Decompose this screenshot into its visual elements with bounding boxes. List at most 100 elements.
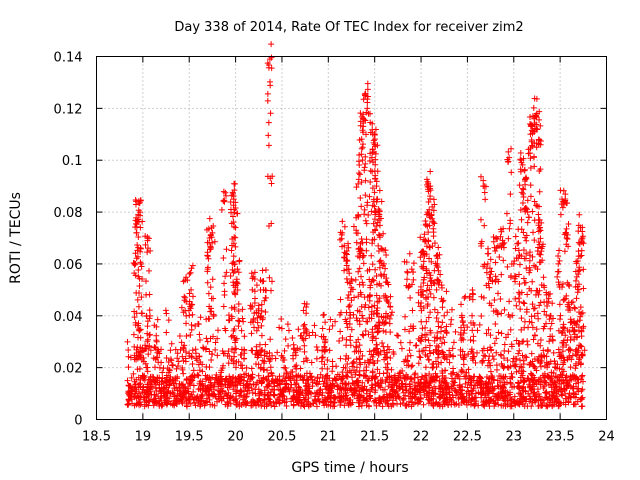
data-point [366,266,373,273]
data-point [439,348,446,355]
data-point [538,396,545,403]
data-point [574,257,581,264]
data-point [438,295,445,302]
data-point [319,325,326,332]
data-point [374,142,381,149]
data-point [515,399,522,406]
data-point [232,224,239,231]
data-point [565,281,572,288]
data-point [342,381,349,388]
data-point [435,267,442,274]
data-point [433,399,440,406]
data-point [533,202,540,209]
data-point [547,399,554,406]
data-point [340,386,347,393]
data-point [560,187,567,194]
data-point [407,339,414,346]
data-point [378,282,385,289]
data-point [408,363,415,370]
data-point [458,324,465,331]
data-point [459,319,466,326]
data-point [563,200,570,207]
data-point [135,273,142,280]
data-point [469,312,476,319]
data-point [559,348,566,355]
data-point [340,364,347,371]
data-point [537,141,544,148]
data-point [137,197,144,204]
data-point [231,304,238,311]
data-point [487,256,494,263]
data-point [313,355,320,362]
data-point [539,257,546,264]
data-point [577,396,584,403]
data-point [560,323,567,330]
data-point [371,189,378,196]
data-point [500,241,507,248]
data-point [153,337,160,344]
data-point [386,346,393,353]
data-point [360,120,367,127]
data-point [337,236,344,243]
data-point [527,387,534,394]
data-point [329,377,336,384]
data-point [207,401,214,408]
data-point [500,383,507,390]
data-point [552,395,559,402]
data-point [529,372,536,379]
data-point [548,373,555,380]
data-point [357,393,364,400]
data-point [131,308,138,315]
data-point [130,370,137,377]
data-point [501,347,508,354]
data-point [414,374,421,381]
data-point [487,271,494,278]
data-point [278,378,285,385]
data-point [523,306,530,313]
data-point [131,314,138,321]
data-point [371,302,378,309]
data-point [375,248,382,255]
data-point [353,364,360,371]
data-point [235,378,242,385]
data-point [562,295,569,302]
data-point [348,326,355,333]
data-point [358,303,365,310]
data-point [200,344,207,351]
data-point [487,344,494,351]
data-point [357,348,364,355]
data-point [178,339,185,346]
data-point [490,377,497,384]
data-point [370,360,377,367]
data-point [533,95,540,102]
data-point [293,362,300,369]
data-point [425,238,432,245]
x-tick-label: 19.5 [175,430,204,445]
data-point [257,398,264,405]
y-tick-label: 0.1 [62,154,83,169]
data-point [344,361,351,368]
data-point [441,355,448,362]
data-point [523,237,530,244]
data-point [457,352,464,359]
data-point [569,352,576,359]
data-point [143,291,150,298]
data-point [138,294,145,301]
data-point [507,220,514,227]
data-point [187,400,194,407]
data-point [485,326,492,333]
data-point [232,375,239,382]
data-point [540,274,547,281]
data-point [249,286,256,293]
data-point [561,357,568,364]
data-point [546,338,553,345]
data-point [232,234,239,241]
data-point [299,335,306,342]
data-point [346,399,353,406]
chart-title: Day 338 of 2014, Rate Of TEC Index for r… [174,20,523,35]
data-point [513,337,520,344]
data-point [425,382,432,389]
data-point [538,248,545,255]
data-point [343,318,350,325]
data-point [248,376,255,383]
